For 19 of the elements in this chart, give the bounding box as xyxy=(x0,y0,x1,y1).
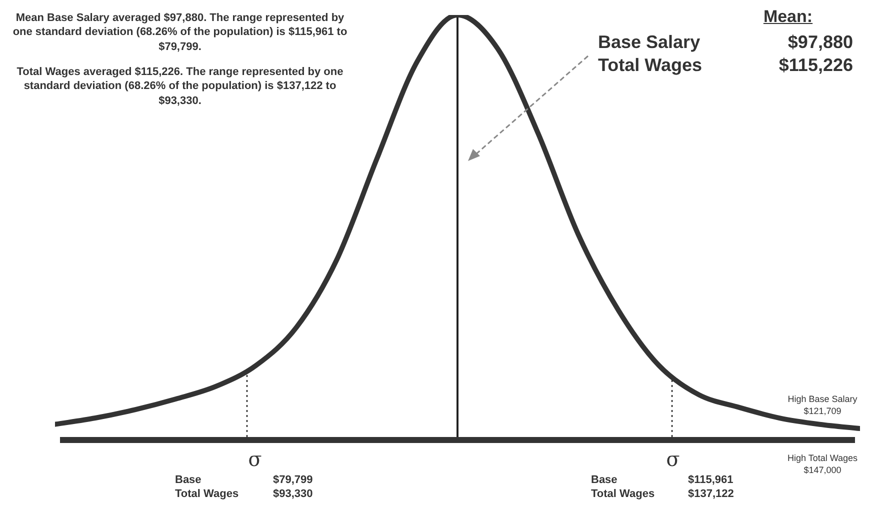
annotation: $97,880 xyxy=(786,31,853,54)
text: σ xyxy=(247,446,263,472)
annotation: Total Wages xyxy=(598,54,704,77)
annotation: High Base Salary $121,709 xyxy=(786,394,858,418)
text: $137,122 xyxy=(688,487,735,502)
text: $79,799 xyxy=(273,473,314,488)
annotation: Mean Base Salary averaged $97,880. The range represented by one standard deviation (68.26% of the population) is $115,961 to $79,799. xyxy=(12,11,348,54)
text: Total Wages xyxy=(175,487,240,502)
text: $115,961 xyxy=(688,473,734,488)
annotation: Total Wages averaged $115,226. The range represented by one standard deviation (68.26% of the population) is $137,122 to $93,330. xyxy=(16,65,344,108)
text: Total Wages xyxy=(591,487,656,502)
text: High Total Wages $147,000 xyxy=(786,453,859,476)
text: Base xyxy=(591,473,618,488)
annotation: Base Salary xyxy=(598,31,702,54)
annotation: $115,226 xyxy=(778,54,853,77)
text: Base xyxy=(175,473,202,488)
text: σ xyxy=(665,446,681,472)
annotation: Mean: xyxy=(762,6,814,28)
text: $93,330 xyxy=(273,487,314,502)
